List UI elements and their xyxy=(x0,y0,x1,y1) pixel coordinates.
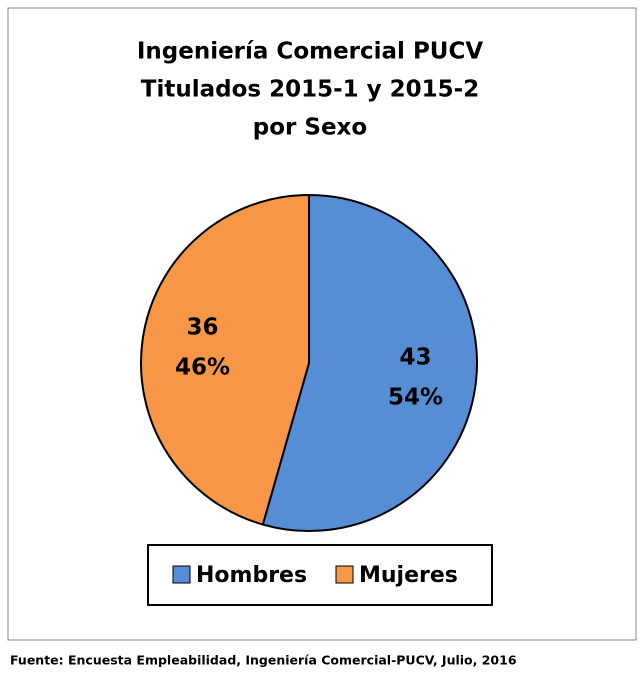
pie-slice xyxy=(140,193,310,526)
data-label: 54% xyxy=(388,384,443,410)
chart-title: Ingeniería Comercial PUCV xyxy=(137,39,484,65)
legend-label: Hombres xyxy=(196,563,307,588)
legend-swatch xyxy=(335,565,354,584)
chart-title: por Sexo xyxy=(253,115,367,141)
data-label: 43 xyxy=(399,344,431,370)
pie-slice xyxy=(261,193,478,532)
source-note: Fuente: Encuesta Empleabilidad, Ingenier… xyxy=(10,653,517,668)
legend-label: Mujeres xyxy=(359,563,458,588)
chart-title: Titulados 2015-1 y 2015-2 xyxy=(141,77,479,103)
data-label: 46% xyxy=(175,355,230,381)
data-label: 36 xyxy=(187,315,219,341)
legend xyxy=(147,544,493,606)
legend-swatch xyxy=(172,565,191,584)
